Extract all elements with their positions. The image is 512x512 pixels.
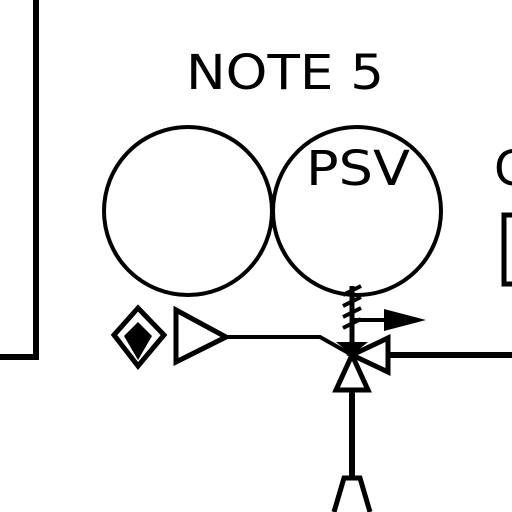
instrument-bubble-left [102, 125, 274, 297]
left-enclosure-line [0, 0, 39, 360]
triangle-arrow-symbol [173, 305, 232, 367]
partial-box-right [501, 212, 512, 287]
arrow-right-icon [352, 309, 426, 331]
note-label: NOTE 5 [186, 45, 384, 101]
relief-valve-body [332, 334, 391, 393]
signal-line [226, 335, 353, 357]
partial-label-right: C [494, 141, 512, 197]
flange-symbol [331, 475, 373, 512]
psv-tag-label: PSV [306, 141, 410, 197]
psv-instrument-bubble [271, 125, 443, 297]
diamond-symbol [110, 304, 168, 370]
